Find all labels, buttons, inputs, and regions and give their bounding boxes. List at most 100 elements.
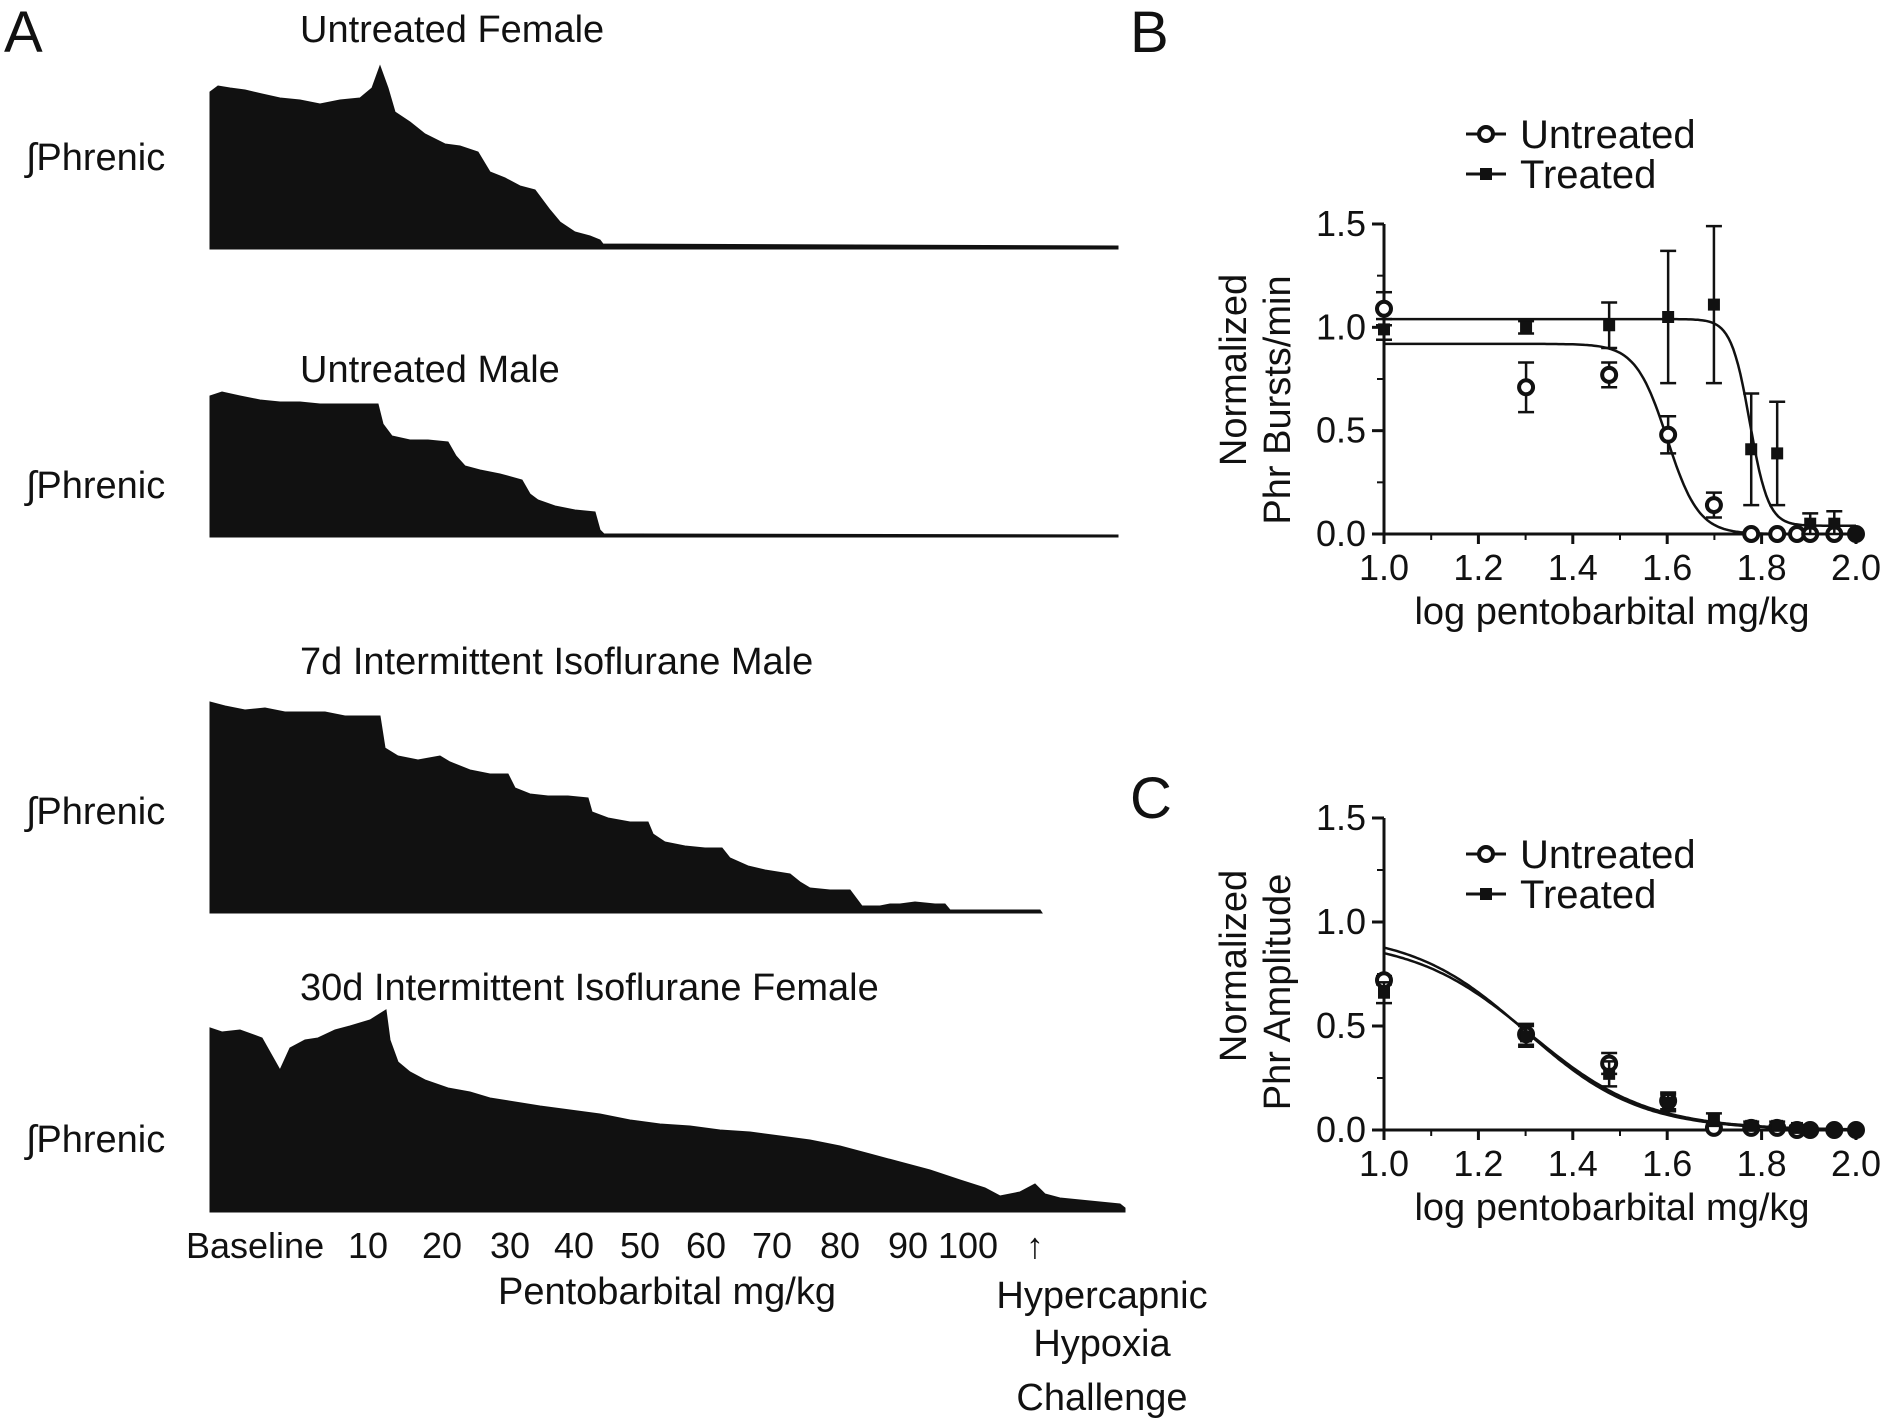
- panel-b-legend-label-treated: Treated: [1520, 153, 1656, 197]
- panel-b-ylabel-line-1: Normalized: [1213, 274, 1255, 466]
- panel-b-legend-label-untreated: Untreated: [1520, 113, 1696, 157]
- panel-b-fit-treated: [1384, 317, 1856, 527]
- panel-b-point-untreated: [1742, 525, 1761, 543]
- panel-b-point-treated: [1828, 517, 1841, 530]
- panel-c-x-tick-label: 1.6: [1642, 1143, 1692, 1184]
- dose-tick-challenge-arrow: ↑: [1026, 1225, 1044, 1266]
- panel-c-x-tick-label: 1.8: [1737, 1143, 1787, 1184]
- panel-c-legend-marker-treated: [1480, 888, 1492, 900]
- panel-c-legend-marker-untreated: [1477, 845, 1495, 863]
- panel-c-y-tick-label: 1.0: [1316, 901, 1366, 942]
- panel-c-point-treated: [1771, 1119, 1784, 1132]
- panel-b-point-treated: [1662, 311, 1675, 323]
- panel-c-ylabel-line-1: Normalized: [1213, 870, 1255, 1062]
- panel-c: Normalized Phr Amplitude log pentobarbit…: [1213, 833, 1810, 1229]
- dose-tick-10: 10: [348, 1225, 388, 1266]
- panel-b-point-untreated: [1375, 299, 1393, 318]
- panel-c-x-tick-label: 1.0: [1359, 1143, 1409, 1184]
- dose-tick-baseline: Baseline: [186, 1225, 324, 1266]
- panel-b-x-tick-label: 1.4: [1548, 547, 1598, 588]
- panel-b-plot: 0.0 0.5 1.0 1.5 1.0 1.2 1.4 1.6 1.8 2.0: [1316, 125, 1881, 588]
- dynamic-chart-layer: 0.0 0.5 1.0 1.5 1.0 1.2 1.4 1.6 1.8 2.0 0.0 0.5 1.0 1…: [1316, 125, 1881, 1184]
- panel-b-point-untreated: [1517, 378, 1536, 397]
- panel-b: Normalized Phr Bursts/min log pentobarbi…: [1213, 113, 1810, 633]
- phrenic-trace-30d-female: [209, 1009, 1126, 1213]
- panel-c-point-treated: [1791, 1121, 1803, 1134]
- panel-c-point-treated: [1745, 1119, 1758, 1132]
- panel-letter-b: B: [1130, 0, 1169, 65]
- panel-a-xlabel: Pentobarbital mg/kg: [498, 1271, 836, 1313]
- panel-c-point-treated: [1603, 1067, 1616, 1080]
- trace-title-30d-female: 30d Intermittent Isoflurane Female: [300, 967, 879, 1009]
- dose-tick-80: 80: [820, 1225, 860, 1266]
- panel-b-x-tick-label: 1.8: [1737, 547, 1787, 588]
- panel-b-point-treated: [1804, 517, 1817, 530]
- trace-title-untreated-female: Untreated Female: [300, 9, 604, 51]
- panel-c-point-treated: [1828, 1124, 1841, 1136]
- panel-b-point-treated: [1378, 323, 1390, 336]
- panel-b-point-treated: [1520, 321, 1533, 334]
- panel-c-y-tick-label: 0.0: [1316, 1109, 1366, 1150]
- dose-tick-30: 30: [490, 1225, 530, 1266]
- dose-tick-50: 50: [620, 1225, 660, 1266]
- dose-tick-90: 90: [888, 1225, 928, 1266]
- panel-letter-a: A: [4, 0, 43, 65]
- panel-b-legend-marker-treated: [1480, 168, 1492, 180]
- trace-ylabel-30d-female: ∫Phrenic: [24, 1119, 165, 1161]
- panel-a: Untreated Female ∫Phrenic Untreated Male…: [24, 9, 1208, 1419]
- panel-b-point-untreated: [1768, 525, 1787, 543]
- panel-b-y-tick-label: 0.5: [1316, 410, 1366, 451]
- panel-b-x-tick-label: 1.0: [1359, 547, 1409, 588]
- panel-b-y-tick-label: 0.0: [1316, 513, 1366, 554]
- panel-b-point-treated: [1850, 528, 1862, 540]
- panel-b-point-untreated: [1704, 496, 1723, 515]
- challenge-label-line-1: Hypercapnic: [996, 1275, 1207, 1317]
- panel-b-ylabel-line-2: Phr Bursts/min: [1257, 275, 1299, 524]
- panel-b-x-tick-label: 2.0: [1831, 547, 1881, 588]
- panel-b-y-tick-label: 1.5: [1316, 203, 1366, 244]
- panel-b-point-untreated: [1600, 365, 1619, 384]
- panel-c-point-treated: [1804, 1124, 1817, 1136]
- panel-c-y-tick-label: 0.5: [1316, 1005, 1366, 1046]
- panel-b-fit-untreated: [1384, 342, 1856, 536]
- panel-b-point-treated: [1603, 319, 1616, 332]
- panel-c-point-treated: [1520, 1030, 1533, 1043]
- panel-b-point-treated: [1745, 443, 1758, 456]
- panel-c-point-treated: [1662, 1096, 1675, 1109]
- challenge-label-line-2: Hypoxia: [1033, 1323, 1171, 1365]
- dose-tick-100: 100: [938, 1225, 998, 1266]
- panel-c-legend-label-treated: Treated: [1520, 873, 1656, 917]
- trace-ylabel-untreated-female: ∫Phrenic: [24, 137, 165, 179]
- panel-c-x-tick-label: 2.0: [1831, 1143, 1881, 1184]
- phrenic-trace-untreated-male: [209, 391, 1119, 538]
- trace-ylabel-untreated-male: ∫Phrenic: [24, 465, 165, 507]
- panel-c-point-treated: [1850, 1124, 1862, 1136]
- panel-c-fit-untreated: [1383, 946, 1856, 1131]
- dose-tick-40: 40: [554, 1225, 594, 1266]
- panel-c-xlabel: log pentobarbital mg/kg: [1414, 1187, 1809, 1229]
- phrenic-trace-untreated-female: [209, 64, 1119, 250]
- panel-b-x-tick-label: 1.2: [1453, 547, 1503, 588]
- trace-title-untreated-male: Untreated Male: [300, 349, 560, 391]
- panel-c-x-tick-label: 1.2: [1453, 1143, 1503, 1184]
- panel-c-legend-label-untreated: Untreated: [1520, 833, 1696, 877]
- phrenic-trace-7d-male: [209, 701, 1043, 914]
- panel-c-ylabel-line-2: Phr Amplitude: [1257, 874, 1299, 1111]
- panel-b-legend-marker-untreated: [1477, 125, 1495, 143]
- panel-b-y-tick-label: 1.0: [1316, 306, 1366, 347]
- panel-c-point-treated: [1707, 1113, 1720, 1126]
- panel-letter-c: C: [1130, 766, 1172, 831]
- panel-c-plot: 0.0 0.5 1.0 1.5 1.0 1.2 1.4 1.6 1.8 2.0: [1316, 797, 1881, 1184]
- challenge-label-line-3: Challenge: [1016, 1377, 1187, 1419]
- panel-c-fit-treated: [1383, 951, 1857, 1131]
- panel-b-x-tick-label: 1.6: [1642, 547, 1692, 588]
- dose-tick-20: 20: [422, 1225, 462, 1266]
- trace-title-7d-male: 7d Intermittent Isoflurane Male: [300, 641, 813, 683]
- panel-c-y-tick-label: 1.5: [1316, 797, 1366, 838]
- panel-c-x-tick-label: 1.4: [1548, 1143, 1598, 1184]
- trace-ylabel-7d-male: ∫Phrenic: [24, 791, 165, 833]
- panel-b-point-untreated: [1659, 425, 1678, 444]
- panel-b-xlabel: log pentobarbital mg/kg: [1414, 591, 1809, 633]
- dose-tick-70: 70: [752, 1225, 792, 1266]
